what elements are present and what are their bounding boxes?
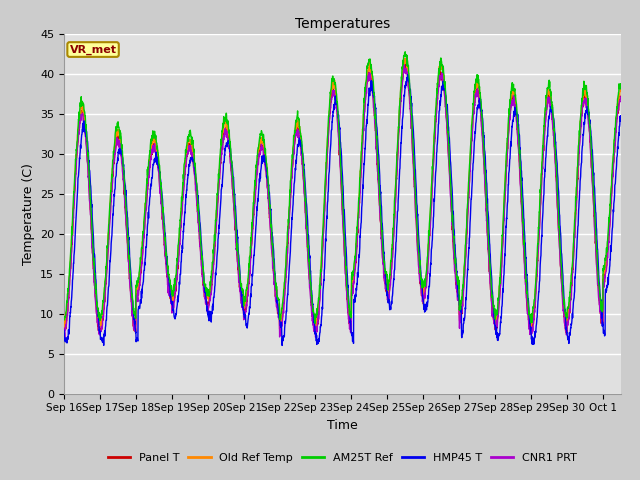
Title: Temperatures: Temperatures [295,17,390,31]
Legend: Panel T, Old Ref Temp, AM25T Ref, HMP45 T, CNR1 PRT: Panel T, Old Ref Temp, AM25T Ref, HMP45 … [104,448,581,467]
Text: VR_met: VR_met [70,44,116,55]
X-axis label: Time: Time [327,419,358,432]
Y-axis label: Temperature (C): Temperature (C) [22,163,35,264]
